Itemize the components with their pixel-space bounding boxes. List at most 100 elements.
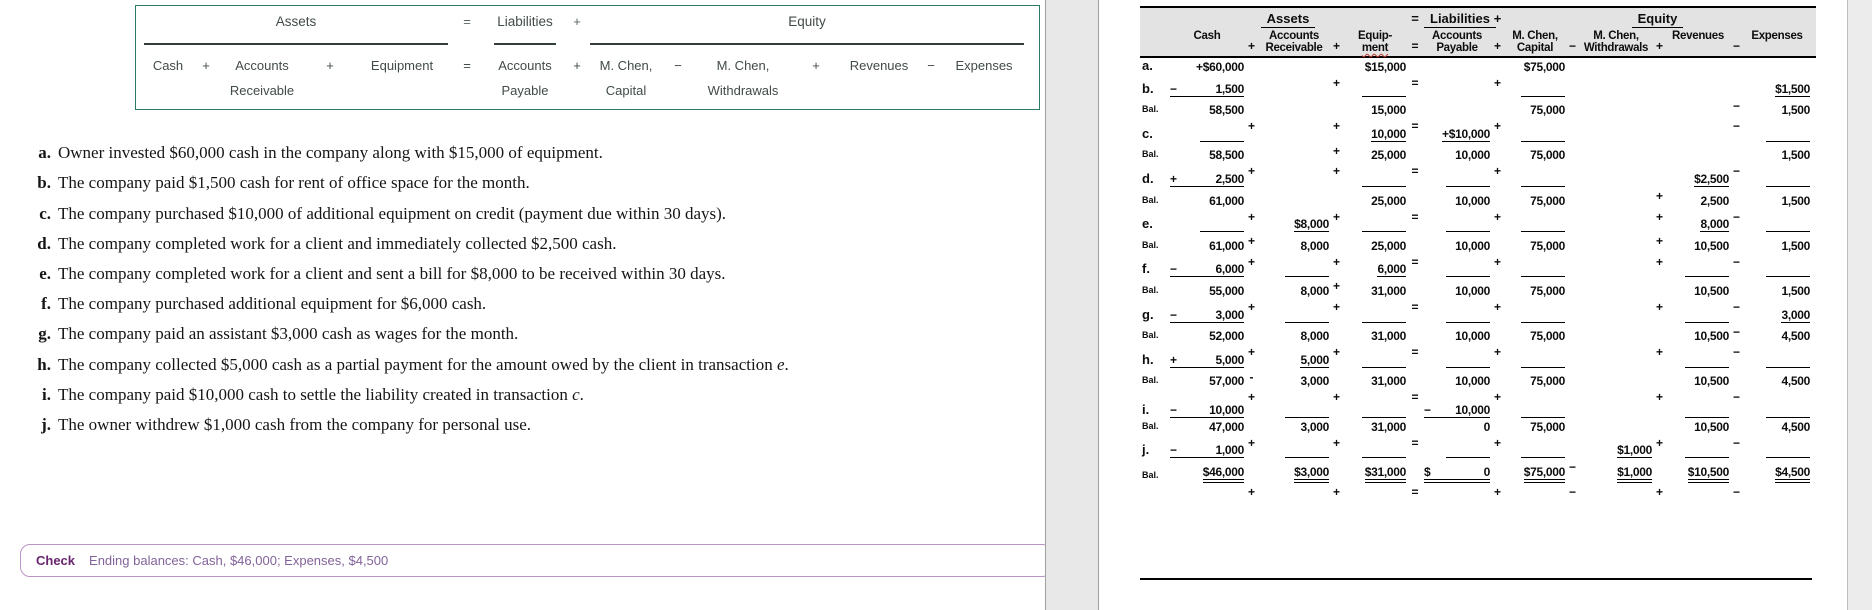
blank-line [1446,172,1490,187]
transaction-row: a. +$60,000 $15,000 $75,000 + = + [1140,58,1816,90]
sign: − [1424,402,1431,417]
worksheet-cell [1744,127,1810,144]
amount: − 10,000 [1170,403,1244,418]
amount: $46,000 [1202,465,1244,483]
row-operator: + [1332,484,1340,499]
row-operator: + [1332,279,1340,294]
amount: 61,000 [1209,193,1244,208]
amount: $31,000 [1364,465,1406,483]
worksheet-cell [1744,353,1810,370]
amount: $3,000 [1294,465,1329,483]
blank-line [1446,262,1490,278]
amount: 58,500 [1209,103,1244,118]
worksheet-cell [1744,217,1810,234]
row-label: j. [1142,442,1150,458]
blank-line [1521,82,1565,97]
ebook-left-page[interactable]: Assets = Liabilities + Equity Cash + Accou… [0,0,1052,610]
row-operator: + [1655,209,1663,224]
worksheet-cell [1344,353,1406,370]
row-operator: + [1332,390,1340,405]
equation-terms-row: Cash + Accounts + Equipment = Accounts + M. Chen… [144,45,1039,73]
equation-term: M. Chen, [599,57,653,73]
worksheet-cell: 31,000 [1344,284,1406,300]
worksheet-cell: $31,000 [1344,465,1406,485]
transaction-row: c. 10,000 +$10,000 + [1140,126,1816,158]
worksheet-cell [1259,403,1329,420]
row-operator: + [1493,299,1501,314]
row-label: b. [1142,80,1154,96]
equation-operator: + [812,57,820,73]
worksheet-cell: 25,000 [1344,148,1406,164]
blank-line [1521,127,1565,142]
worksheet-cell [1424,262,1490,279]
equation-operator: + [202,57,210,73]
amount: 5,000 [1300,352,1329,368]
liabilities-group-label: Liabilities [1424,11,1496,28]
worksheet-header-operator: − [1568,39,1576,53]
amount: 1,500 [1781,148,1810,163]
worksheet-cell: 10,500 [1667,329,1729,345]
transaction-row: j. − 1,000 $1,000 − [1140,442,1816,474]
worksheet-cell: 61,000 [1170,194,1244,210]
transaction-text: The owner withdrew $1,000 cash from the … [58,414,532,434]
row-operator: + [1332,435,1340,450]
equation-term: Accounts [498,57,552,73]
blank-line [1446,353,1490,368]
amount: 75,000 [1530,419,1565,434]
vertical-scrollbar[interactable] [1847,0,1872,610]
worksheet-cell: 3,000 [1744,308,1810,325]
blank-line [1521,172,1565,187]
blank-line [1446,217,1490,233]
amount: +5,000 [1170,353,1244,368]
worksheet-cell: 5,000 [1259,353,1329,370]
worksheet-cell: 75,000 [1505,374,1565,390]
worksheet-cell: 1,500 [1744,103,1810,119]
worksheet-cell: 75,000 [1505,194,1565,210]
transaction-letter: j. [41,414,51,434]
ebook-right-page[interactable]: Assets = Liabilities + Equity Cash + Accou… [1100,0,1847,610]
row-operator: + [1655,234,1663,249]
amount: − 6,000 [1170,262,1244,278]
row-operator: + [1332,143,1340,158]
row-operator: + [1332,254,1340,269]
blank-line [1766,443,1810,459]
row-label: Bal. [1142,469,1159,480]
transaction-letter: e. [39,263,51,283]
row-operator: + [1493,76,1501,90]
blank-line [1285,262,1329,278]
row-label: Bal. [1142,104,1159,115]
amount: − 1,000 [1170,443,1244,459]
amount: 1,500 [1781,238,1810,253]
transaction-reference: e [776,354,785,374]
worksheet-cell: 31,000 [1344,374,1406,390]
transaction-item: b. The company paid $1,500 cash for rent … [25,163,1025,193]
row-label: f. [1142,261,1150,277]
amount: +$60,000 [1196,60,1244,74]
amount: 75,000 [1530,103,1565,118]
worksheet-cell [1344,217,1406,234]
transaction-item: f. The company purchased additional equip… [25,284,1025,314]
amount: 10,500 [1694,329,1729,344]
worksheet-cell [1505,172,1565,189]
worksheet-cell [1344,82,1406,99]
row-operator: + [1493,119,1501,134]
amount: 0 [1483,419,1491,434]
row-operator: + [1493,435,1501,450]
worksheet-cell: 6,000 [1344,262,1406,279]
amount: 10,500 [1694,238,1729,253]
row-operator: + [1655,299,1663,314]
assets-group-label: Assets [275,14,317,29]
row-operator: + [1655,435,1663,450]
amount: 10,500 [1694,374,1729,389]
amount: $2,500 [1694,171,1729,187]
assets-group-label: Assets [1170,11,1406,28]
worksheet-cell: 3,000 [1259,374,1329,390]
transaction-text: The company purchased additional equipme… [58,294,487,314]
row-label: g. [1142,306,1154,322]
worksheet-column-header: Accounts Payable [1432,30,1482,54]
amount: 55,000 [1209,283,1244,298]
worksheet-cell: 10,500 [1667,374,1729,390]
value: 6,000 [1215,262,1244,277]
worksheet-cell: 8,000 [1259,284,1329,300]
row-label: Bal. [1142,239,1159,250]
